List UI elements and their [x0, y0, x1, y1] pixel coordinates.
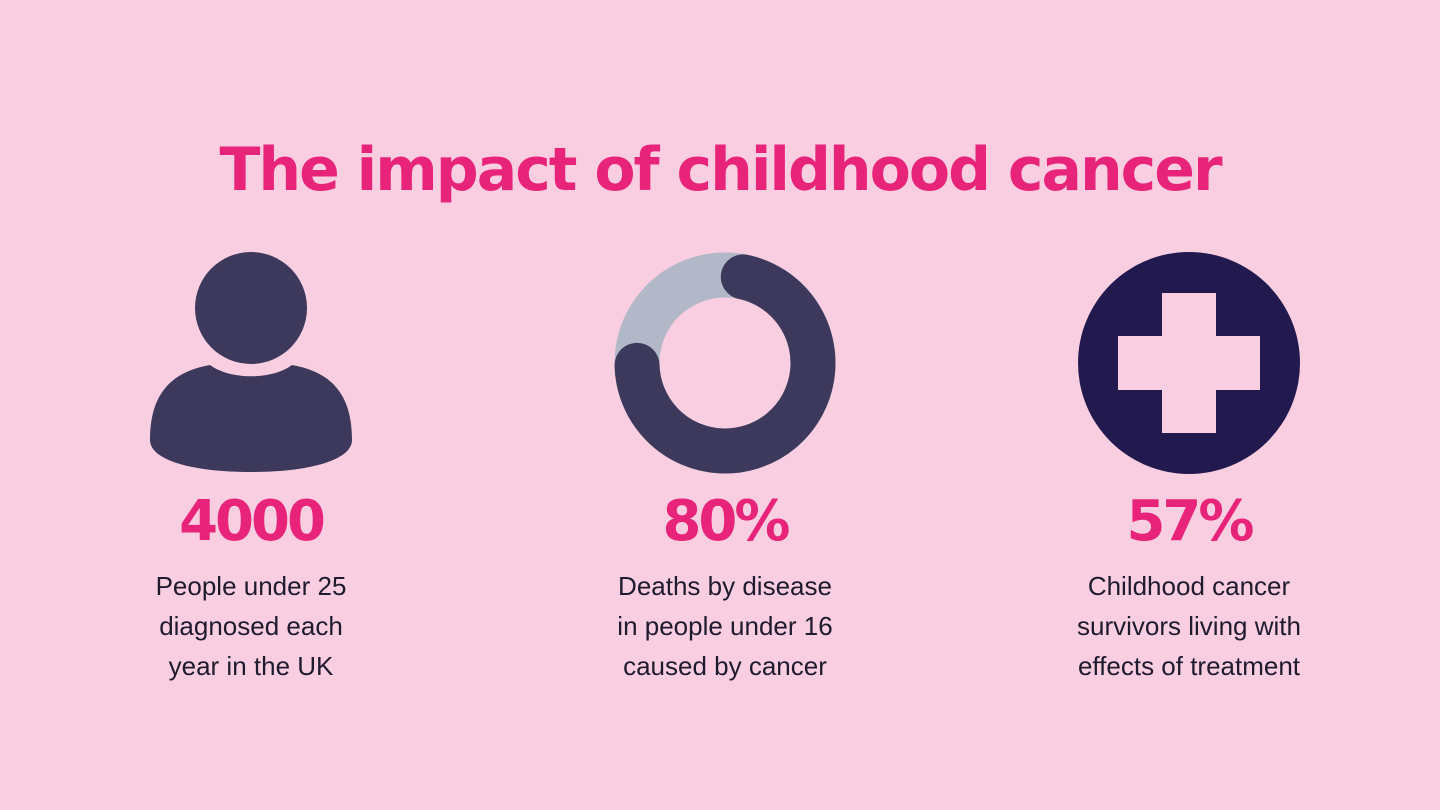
description-line: in people under 16 — [617, 611, 833, 641]
description-line: survivors living with — [1077, 611, 1301, 641]
description-line: caused by cancer — [623, 651, 827, 681]
stat-description: People under 25 diagnosed each year in t… — [71, 566, 431, 686]
page-title: The impact of childhood cancer — [219, 135, 1222, 205]
description-line: People under 25 — [155, 571, 347, 601]
medical-cross-icon — [1078, 252, 1300, 474]
stat-value: 80% — [662, 489, 790, 554]
stat-value: 4000 — [179, 489, 326, 554]
description-line: diagnosed each — [159, 611, 343, 641]
stat-description: Deaths by disease in people under 16 cau… — [545, 566, 905, 686]
description-line: Childhood cancer — [1087, 571, 1291, 601]
donut-ring-icon — [614, 252, 836, 474]
description-line: effects of treatment — [1077, 651, 1301, 681]
person-icon — [150, 252, 352, 472]
stat-value: 57% — [1126, 489, 1254, 554]
donut-fill-arc — [614, 254, 836, 474]
description-line: year in the UK — [168, 651, 334, 681]
description-line: Deaths by disease — [618, 571, 832, 601]
stat-description: Childhood cancer survivors living with e… — [1009, 566, 1369, 686]
